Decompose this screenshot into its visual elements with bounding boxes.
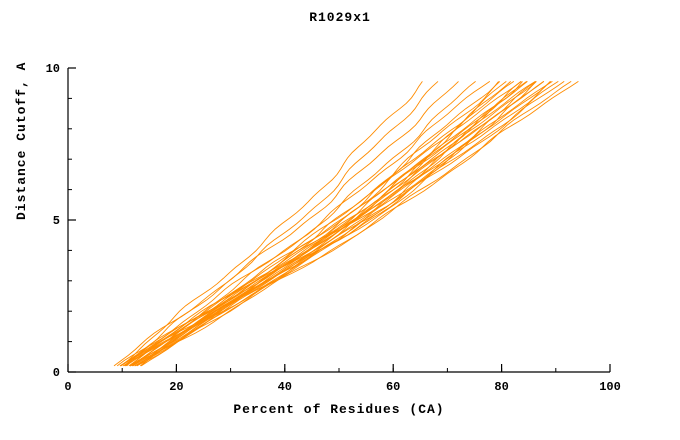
data-curve: [119, 81, 511, 367]
x-tick-label: 60: [386, 380, 400, 394]
y-tick-label: 0: [53, 366, 60, 380]
data-curve: [116, 81, 491, 367]
data-curve: [136, 81, 572, 367]
y-tick-label: 5: [53, 214, 60, 228]
x-tick-label: 0: [64, 380, 71, 394]
data-curve: [131, 81, 507, 367]
data-curve: [130, 81, 579, 367]
data-curve: [123, 81, 537, 367]
chart-title: R1029x1: [309, 10, 371, 25]
x-tick-label: 100: [599, 380, 621, 394]
data-curve: [122, 81, 522, 367]
data-curve: [128, 81, 501, 367]
x-tick-label: 40: [278, 380, 292, 394]
data-curve: [129, 81, 552, 367]
x-tick-label: 80: [494, 380, 508, 394]
data-curve: [119, 81, 565, 367]
data-curve: [132, 81, 559, 367]
x-tick-label: 20: [169, 380, 183, 394]
x-axis-label: Percent of Residues (CA): [233, 402, 445, 417]
data-curve: [113, 81, 459, 367]
data-curve: [140, 81, 515, 367]
y-tick-label: 10: [46, 62, 60, 76]
data-curve: [120, 81, 423, 367]
